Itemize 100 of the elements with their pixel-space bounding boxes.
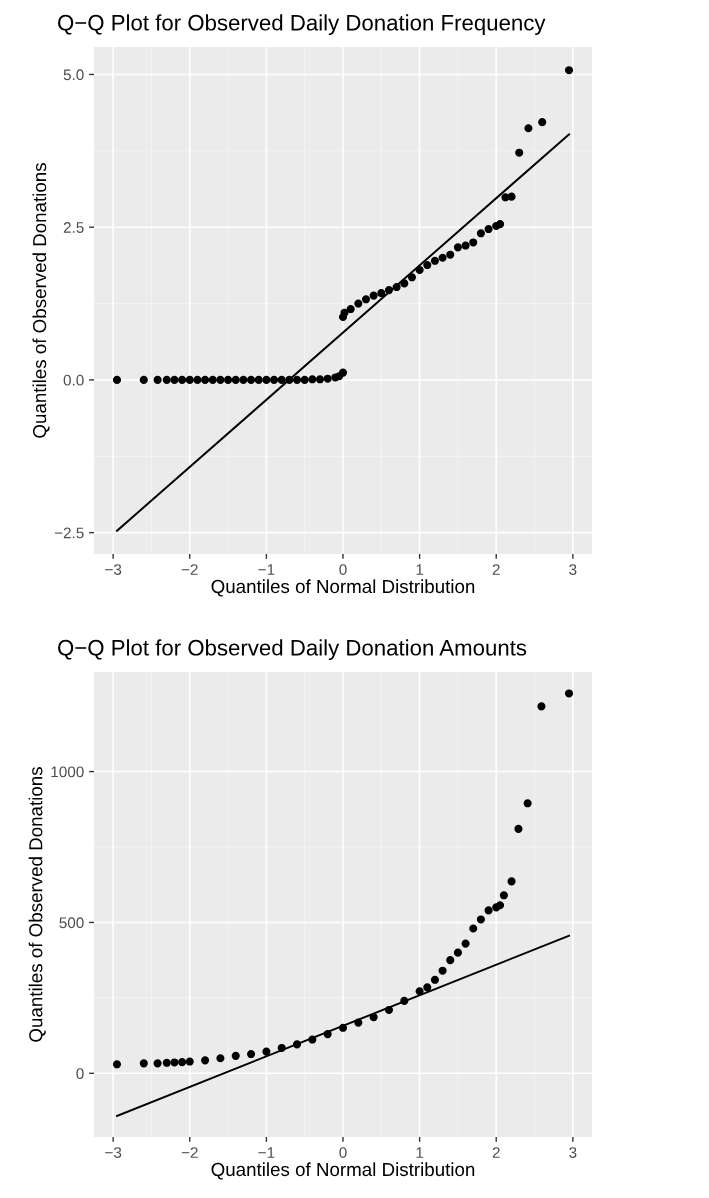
point xyxy=(201,1056,210,1065)
point xyxy=(369,1013,378,1022)
point xyxy=(315,375,325,384)
point xyxy=(384,286,394,295)
point xyxy=(415,987,424,996)
point xyxy=(239,375,248,384)
point xyxy=(231,375,240,384)
x-tick-label: −2 xyxy=(181,564,198,575)
point xyxy=(112,1060,122,1069)
chart-title: Q−Q Plot for Observed Daily Donation Amounts xyxy=(58,639,527,660)
point xyxy=(262,375,271,384)
point xyxy=(484,906,493,915)
point xyxy=(446,250,455,259)
point xyxy=(323,1030,332,1039)
x-tick-label: 0 xyxy=(339,1147,347,1158)
point xyxy=(277,375,286,384)
point xyxy=(277,1043,286,1053)
x-tick-label: 0 xyxy=(339,564,347,575)
point xyxy=(438,966,447,975)
point xyxy=(415,265,424,275)
point xyxy=(193,375,202,384)
point xyxy=(208,375,217,384)
point xyxy=(162,375,171,384)
point xyxy=(231,1051,240,1060)
point xyxy=(178,375,187,384)
point xyxy=(369,291,378,300)
chart-title: Q−Q Plot for Observed Daily Donation Frequency xyxy=(58,14,546,35)
x-tick-label: 1 xyxy=(416,1147,424,1158)
x-tick-label: 2 xyxy=(492,1147,500,1158)
point xyxy=(185,1057,194,1066)
point xyxy=(524,124,533,133)
point xyxy=(499,891,508,900)
point xyxy=(170,1058,179,1067)
point xyxy=(564,66,574,75)
point xyxy=(430,975,439,984)
point xyxy=(400,279,409,288)
point xyxy=(507,192,516,201)
point xyxy=(153,375,162,384)
point xyxy=(392,283,401,292)
point xyxy=(323,374,332,383)
point xyxy=(185,375,194,384)
point xyxy=(384,1005,394,1015)
y-tick-label: 5.0 xyxy=(63,69,84,81)
point xyxy=(201,375,210,384)
x-axis-title: Quantiles of Normal Distribution xyxy=(211,1162,475,1180)
point xyxy=(469,238,478,247)
point xyxy=(514,824,523,833)
point xyxy=(476,915,485,924)
point xyxy=(308,375,317,384)
x-tick-label: −2 xyxy=(181,1147,198,1158)
point xyxy=(216,1054,225,1063)
point xyxy=(438,253,447,262)
x-tick-label: 3 xyxy=(569,564,577,575)
point xyxy=(400,996,409,1005)
point xyxy=(308,1035,317,1044)
y-tick-label: 0 xyxy=(76,1068,84,1080)
y-tick-label: 500 xyxy=(59,917,84,929)
point xyxy=(476,229,485,238)
point xyxy=(254,375,263,384)
point xyxy=(170,375,179,384)
point xyxy=(507,877,516,886)
x-axis-title: Quantiles of Normal Distribution xyxy=(211,579,475,597)
point xyxy=(377,289,386,298)
point xyxy=(537,702,546,711)
x-tick-label: −3 xyxy=(105,564,122,575)
point xyxy=(139,1059,148,1068)
point xyxy=(354,1018,363,1027)
point xyxy=(112,375,122,384)
y-axis-title: Quantiles of Observed Donations xyxy=(28,767,46,1042)
point xyxy=(453,243,462,252)
point xyxy=(515,148,524,157)
point xyxy=(423,261,432,270)
point xyxy=(423,983,432,992)
point xyxy=(446,956,455,965)
point xyxy=(564,689,574,698)
x-tick-label: −1 xyxy=(258,1147,275,1158)
point xyxy=(354,299,363,308)
point xyxy=(338,368,348,377)
point xyxy=(153,1059,162,1068)
point xyxy=(523,799,532,808)
y-tick-label: 0.0 xyxy=(63,374,84,386)
point xyxy=(162,1058,171,1067)
point xyxy=(139,375,148,384)
point xyxy=(340,308,349,317)
point xyxy=(496,901,505,910)
point xyxy=(361,295,371,304)
x-tick-label: 2 xyxy=(492,564,500,575)
point xyxy=(346,305,355,314)
y-tick-label: 1000 xyxy=(51,766,84,778)
x-tick-label: 1 xyxy=(416,564,424,575)
point xyxy=(430,256,439,265)
point xyxy=(338,1023,348,1032)
point xyxy=(469,924,478,933)
point xyxy=(453,948,462,957)
point xyxy=(461,939,470,948)
point xyxy=(224,375,233,384)
point xyxy=(270,375,279,384)
y-axis-title: Quantiles of Observed Donations xyxy=(32,163,50,438)
point xyxy=(292,375,302,384)
point xyxy=(407,273,416,282)
